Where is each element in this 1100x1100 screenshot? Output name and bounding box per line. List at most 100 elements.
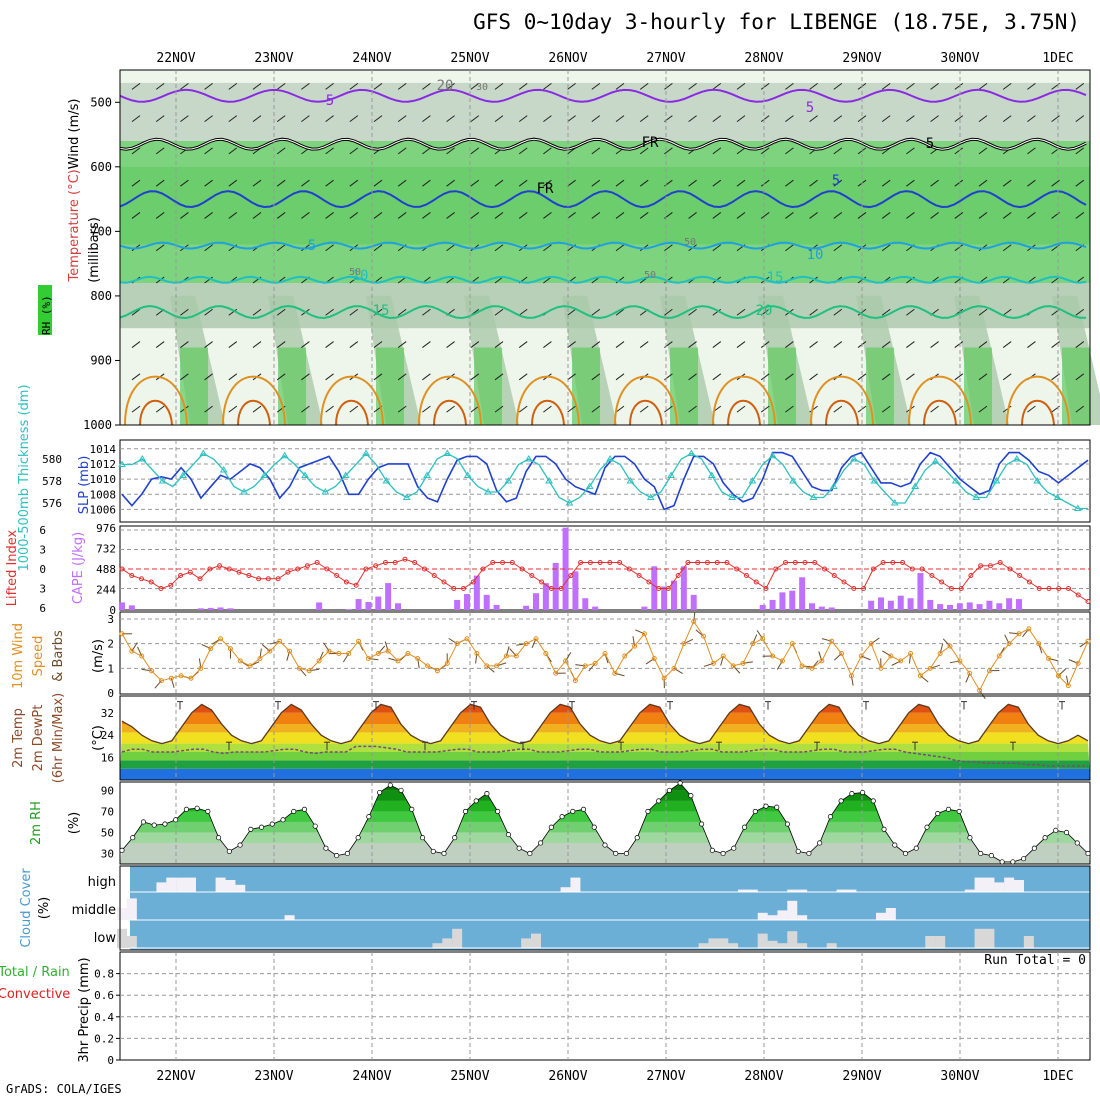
wind-barb: [639, 212, 649, 219]
thickness-point: [118, 460, 126, 467]
wind-barb: [712, 179, 722, 187]
contour-temp-25: [908, 375, 972, 426]
thickness-point: [646, 493, 655, 500]
temp-panel-frame: [119, 695, 1091, 781]
wind-ylabel-2: Speed: [31, 636, 46, 677]
wind-barb: [131, 82, 141, 90]
cloud-cover-bar: [176, 877, 187, 892]
wind-speed-point: [661, 675, 667, 681]
rh-point: [226, 848, 232, 854]
wind-barb: [325, 308, 334, 316]
lifted-index-point: [343, 579, 349, 585]
wind-speed-point: [375, 651, 381, 657]
wind-speed-point: [503, 653, 509, 659]
rh-cell: [866, 347, 894, 425]
lifted-index-point: [783, 560, 789, 565]
wind-barb: [591, 341, 601, 348]
wind-barb: [760, 179, 770, 187]
wind-barb: [180, 212, 189, 219]
rh-point: [484, 791, 490, 797]
wind-barb: [543, 179, 552, 187]
cape-tick-label: 244: [96, 584, 116, 597]
thickness-point: [545, 477, 553, 484]
wind-speed-point: [346, 651, 352, 657]
cloud-cover-bar: [728, 943, 739, 948]
cape-bar: [828, 607, 835, 610]
wind-speed-point: [287, 648, 293, 654]
cape-bar: [937, 604, 944, 610]
rh-cell: [474, 347, 502, 425]
rh-point: [1031, 845, 1037, 851]
cape-bar: [572, 571, 579, 610]
contour-label: 5: [806, 100, 814, 116]
rh-fill-group: [120, 783, 1090, 864]
temp-ylabel-2: 2m DewPt: [31, 705, 46, 772]
lifted-index-point: [353, 582, 359, 588]
cloud-cover-bar: [826, 943, 837, 948]
temp-line: [121, 703, 1089, 745]
rh-point: [978, 850, 984, 857]
rh-legend-label: RH (%): [40, 295, 53, 335]
cloud-cover-bar: [994, 882, 1005, 892]
wind-barb: [785, 82, 794, 90]
lifted-index-point: [158, 586, 164, 591]
lifted-index-point: [363, 566, 369, 572]
wind-speed-point: [878, 665, 884, 671]
thickness-point: [931, 457, 940, 464]
wind-speed-point: [454, 641, 460, 647]
wind-barb: [809, 82, 818, 90]
date-label-top: 25NOV: [450, 51, 489, 66]
wind-barb: [131, 373, 141, 381]
cloud-cover-bar: [974, 928, 985, 948]
cloud-cover-bar: [925, 936, 936, 948]
thickness-panel-frame: [119, 439, 1091, 523]
cape-bar: [119, 602, 125, 610]
lifted-index-point: [304, 563, 310, 569]
rh-point: [570, 808, 576, 814]
wind-speed-point: [316, 658, 322, 664]
contour-temp-30: [1021, 399, 1055, 426]
lifted-index-point: [119, 566, 125, 572]
cape-bar: [641, 606, 648, 610]
thickness-point: [585, 482, 594, 489]
wind-barb: [228, 147, 238, 155]
wind-barb: [615, 244, 625, 252]
lifted-index-tick-label: 0: [39, 563, 46, 576]
cloud-cover-bar: [560, 887, 571, 892]
wind-barb: [615, 341, 625, 348]
wind-barb: [639, 405, 649, 413]
wind-speed-point: [691, 618, 697, 624]
thickness-point: [423, 471, 431, 478]
wind-speed-point: [868, 641, 874, 647]
wind-barb: [857, 373, 867, 381]
cloud-unit: (%): [37, 897, 52, 920]
cape-bar: [542, 583, 549, 610]
rh-point: [258, 824, 265, 830]
rh-point: [881, 826, 887, 832]
wind-speed-point: [405, 651, 411, 657]
wind-speed-point: [996, 653, 1002, 659]
cape-bar: [878, 597, 884, 610]
contour-temp-30: [335, 399, 369, 426]
wind-speed-point: [158, 678, 164, 684]
wind-barb: [881, 179, 891, 187]
wind-speed-point: [977, 688, 983, 694]
wind-barb: [518, 82, 528, 90]
thickness-ylabel: 1000-500mb Thickness (dm): [17, 384, 32, 571]
wind-barb: [543, 244, 552, 252]
wind-barb: [131, 341, 141, 348]
precip-convective-label: Convective: [0, 987, 70, 1002]
rh-point: [677, 780, 683, 786]
pressure-tick-label: 500: [90, 95, 112, 109]
wind-barb: [301, 341, 310, 348]
wind-barb: [276, 212, 286, 219]
wind-barb: [615, 115, 625, 123]
rh-point: [430, 848, 436, 854]
thickness-point: [260, 471, 269, 478]
wind-barb: [373, 308, 383, 316]
wind-speed-point: [385, 648, 391, 654]
rh-point: [334, 853, 340, 859]
rh-point: [988, 853, 994, 859]
rh-point: [398, 787, 404, 793]
wind-barb: [736, 405, 746, 413]
